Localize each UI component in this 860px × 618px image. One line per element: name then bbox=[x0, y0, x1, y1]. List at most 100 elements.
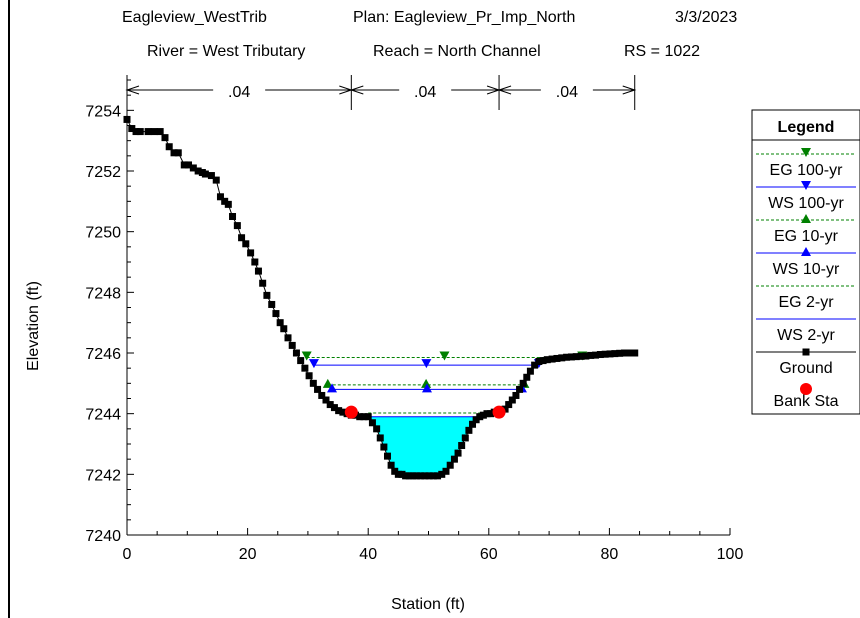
y-axis: 7240 7242 7244 7246 7248 7250 7252 7254 bbox=[85, 79, 134, 545]
ground-point bbox=[417, 472, 425, 480]
ground-point bbox=[596, 351, 604, 359]
ground-point bbox=[128, 125, 136, 133]
ground-point bbox=[531, 361, 539, 369]
water-surface-marker bbox=[439, 351, 450, 361]
ground-point bbox=[412, 472, 420, 480]
ground-point bbox=[487, 410, 495, 418]
ground-point bbox=[434, 472, 442, 480]
x-tick-label: 100 bbox=[717, 546, 744, 563]
ground-point bbox=[438, 470, 446, 478]
ground-point bbox=[259, 279, 267, 287]
ground-point bbox=[512, 391, 520, 399]
x-tick-label: 40 bbox=[359, 546, 377, 563]
ground-point bbox=[461, 434, 469, 442]
ground-point bbox=[535, 357, 543, 365]
legend-entry: WS 10-yr bbox=[756, 247, 856, 278]
legend-marker bbox=[802, 348, 810, 356]
x-axis: 0 20 40 60 80 100 bbox=[123, 528, 744, 563]
ground-point bbox=[309, 379, 317, 387]
ground-point bbox=[170, 149, 178, 157]
ground-point bbox=[454, 449, 462, 457]
ground-point bbox=[380, 443, 388, 451]
ground-point bbox=[326, 401, 334, 409]
project-name: Eagleview_WestTrib bbox=[122, 9, 267, 26]
legend: Legend EG 100-yr WS 100-yr EG 10-yr WS 10-yr… bbox=[751, 109, 860, 415]
ground-point bbox=[330, 404, 338, 412]
y-tick-label: 7250 bbox=[85, 225, 121, 242]
ground-point bbox=[539, 357, 547, 365]
ground-point bbox=[364, 413, 372, 421]
legend-marker bbox=[801, 181, 811, 190]
ground-point bbox=[516, 385, 524, 393]
legend-marker bbox=[801, 247, 811, 256]
ground-point bbox=[174, 149, 182, 157]
mannings-n-label: .04 bbox=[556, 84, 578, 101]
water-surface-marker bbox=[421, 383, 432, 393]
legend-label: Bank Sta bbox=[774, 393, 839, 410]
ground-point bbox=[620, 349, 628, 357]
ground-point bbox=[483, 410, 491, 418]
ground-point bbox=[398, 470, 406, 478]
ground-point bbox=[548, 355, 556, 363]
ground-point bbox=[254, 267, 262, 275]
mannings-n-label: .04 bbox=[414, 84, 436, 101]
ground-point bbox=[625, 349, 633, 357]
ground-point bbox=[391, 467, 399, 475]
ground-point bbox=[394, 470, 402, 478]
ground-point bbox=[180, 161, 188, 169]
ground-point bbox=[631, 349, 639, 357]
ground-point bbox=[611, 350, 619, 358]
mannings-arrow-head bbox=[497, 85, 512, 95]
ground-point bbox=[224, 200, 232, 208]
cross-section-chart: Eagleview_WestTrib Plan: Eagleview_Pr_Im… bbox=[25, 9, 860, 613]
river-station: RS = 1022 bbox=[624, 43, 700, 60]
x-tick-label: 0 bbox=[123, 546, 132, 563]
ground-point bbox=[272, 310, 280, 318]
ground-point bbox=[409, 472, 417, 480]
ground-point bbox=[553, 354, 561, 362]
ground-point bbox=[501, 405, 509, 413]
y-tick-label: 7240 bbox=[85, 528, 121, 545]
water-surface-marker bbox=[301, 351, 312, 361]
ground-point bbox=[229, 213, 237, 220]
mannings-arrow-head bbox=[349, 85, 364, 95]
ground-point bbox=[458, 442, 466, 450]
ground-point bbox=[189, 164, 197, 172]
legend-label: EG 2-yr bbox=[778, 294, 834, 311]
ground-point bbox=[280, 325, 288, 333]
legend-label: Ground bbox=[779, 360, 832, 377]
ground-point bbox=[592, 351, 600, 359]
water-surface-marker bbox=[327, 383, 338, 393]
ground-point bbox=[383, 452, 391, 460]
x-tick-label: 60 bbox=[480, 546, 498, 563]
x-tick-label: 20 bbox=[239, 546, 257, 563]
plan-name: Plan: Eagleview_Pr_Imp_North bbox=[353, 9, 575, 26]
mannings-arrow-head bbox=[622, 85, 637, 95]
ground-point bbox=[207, 172, 215, 180]
legend-entry: EG 100-yr bbox=[756, 148, 856, 179]
plan-date: 3/3/2023 bbox=[675, 9, 737, 26]
ground-point bbox=[305, 372, 313, 380]
legend-title: Legend bbox=[778, 119, 835, 136]
ground-point bbox=[508, 396, 516, 404]
ground-point bbox=[356, 413, 364, 421]
legend-label: EG 100-yr bbox=[770, 162, 844, 179]
ground-point bbox=[284, 334, 292, 342]
ground-point bbox=[360, 413, 368, 421]
ground-point bbox=[479, 411, 487, 419]
legend-label: EG 10-yr bbox=[774, 228, 839, 245]
legend-label: WS 2-yr bbox=[777, 327, 835, 344]
water-surface-marker bbox=[308, 359, 319, 369]
bank-station-marker bbox=[492, 405, 506, 419]
ground-point bbox=[150, 128, 158, 136]
ground-point bbox=[263, 291, 271, 299]
ground-point bbox=[276, 319, 284, 327]
plot-window: Eagleview_WestTrib Plan: Eagleview_Pr_Im… bbox=[8, 0, 860, 618]
ground-point bbox=[606, 350, 614, 358]
y-tick-label: 7252 bbox=[85, 164, 121, 181]
plot-area bbox=[123, 115, 639, 480]
reach-name: Reach = North Channel bbox=[373, 43, 541, 60]
ground-point bbox=[292, 349, 300, 357]
ground-point bbox=[238, 234, 246, 242]
ground-point bbox=[233, 222, 241, 230]
